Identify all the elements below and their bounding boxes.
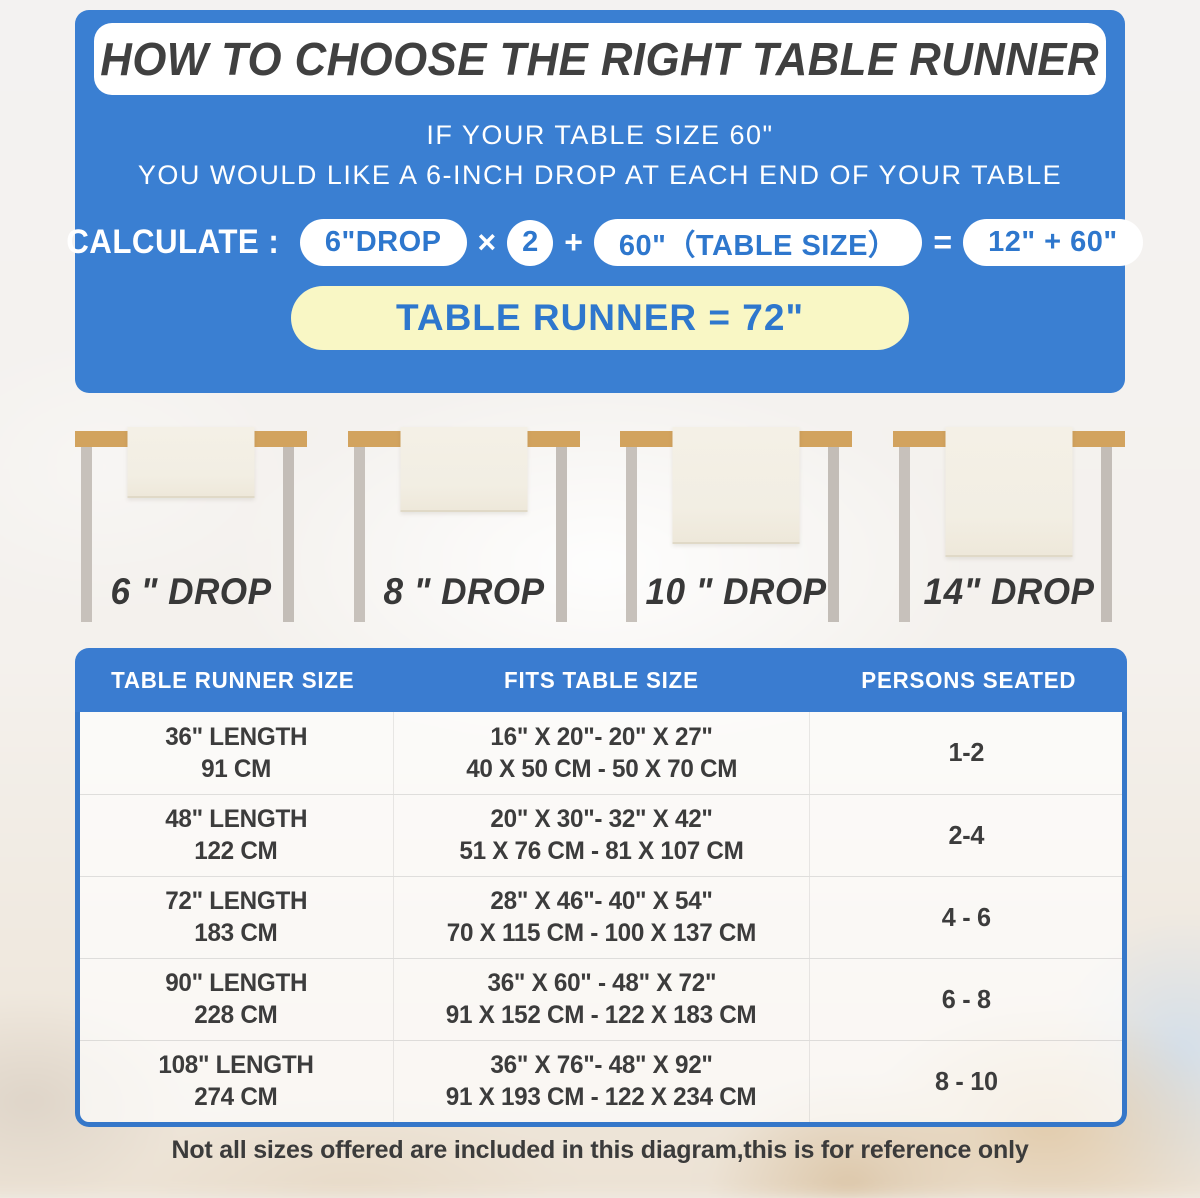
table-row: 36" LENGTH 91 CM 16" X 20"- 20" X 27" 40… [80,712,1122,794]
persons-cell: 2-4 [809,795,1122,876]
hero-panel: HOW TO CHOOSE THE RIGHT TABLE RUNNER IF … [67,10,1143,393]
final-result-pill: TABLE RUNNER = 72" [291,286,909,350]
drop-label: 6 " DROP [110,571,272,612]
runner-length-in: 108" LENGTH [158,1051,314,1080]
calculate-label: CALCULATE : [66,223,280,261]
runner-length-cm: 122 CM [194,837,278,865]
table-leg [898,447,910,622]
persons-cell: 4 - 6 [809,877,1122,958]
drop-figure-10: 10 " DROP [620,424,853,624]
table-leg [283,447,294,622]
runner-length-cm: 91 CM [201,754,272,783]
fits-size-cm: 40 X 50 CM - 50 X 70 CM [466,754,737,783]
fits-size-cm: 70 X 115 CM - 100 X 137 CM [446,919,757,947]
runner-size-cell: 48" LENGTH 122 CM [80,795,393,876]
column-header-persons: PERSONS SEATED [861,666,1077,693]
fits-size-in: 16" X 20"- 20" X 27" [490,722,713,751]
runner-cloth [945,427,1073,557]
drop-figure-6: 6 " DROP [75,424,307,624]
runner-length-in: 36" LENGTH [165,722,308,751]
persons-cell: 6 - 8 [809,959,1122,1040]
title-banner: HOW TO CHOOSE THE RIGHT TABLE RUNNER [94,23,1106,95]
column-header-fits-size: FITS TABLE SIZE [503,666,699,693]
table-leg [626,447,638,622]
fits-size-cell: 36" X 60" - 48" X 72" 91 X 152 CM - 122 … [392,959,810,1040]
table-leg [81,447,92,622]
table-leg [353,447,365,622]
persons-seated: 8 - 10 [934,1065,998,1096]
size-chart-header: TABLE RUNNER SIZE FITS TABLE SIZE PERSON… [75,648,1127,712]
drop-pill: 6"DROP [299,219,467,266]
runner-length-cm: 274 CM [194,1083,278,1111]
drop-label: 8 " DROP [383,571,545,612]
size-chart-body: 36" LENGTH 91 CM 16" X 20"- 20" X 27" 40… [75,712,1127,1127]
drop-label: 10 " DROP [645,571,827,612]
runner-cloth [127,427,255,498]
fits-size-in: 36" X 76"- 48" X 92" [490,1051,713,1080]
runner-length-cm: 183 CM [194,919,278,947]
table-leg [555,447,567,622]
reference-note: Not all sizes offered are included in th… [171,1136,1029,1164]
fits-size-cell: 16" X 20"- 20" X 27" 40 X 50 CM - 50 X 7… [392,712,810,794]
fits-size-cell: 36" X 76"- 48" X 92" 91 X 193 CM - 122 X… [392,1041,810,1122]
fits-size-in: 28" X 46"- 40" X 54" [490,887,713,916]
runner-length-in: 90" LENGTH [165,969,308,998]
persons-cell: 8 - 10 [809,1041,1122,1122]
subtitle-line-1: IF YOUR TABLE SIZE 60" [426,120,774,150]
fits-size-cm: 91 X 152 CM - 122 X 183 CM [446,1001,757,1029]
runner-size-cell: 36" LENGTH 91 CM [80,712,393,794]
table-size-pill: 60"（TABLE SIZE） [593,219,923,266]
page-title: HOW TO CHOOSE THE RIGHT TABLE RUNNER [100,33,1100,85]
plus-operator: + [564,224,583,260]
table-row: 90" LENGTH 228 CM 36" X 60" - 48" X 72" … [80,958,1122,1040]
equals-operator: = [933,224,953,260]
times-operator: × [477,224,497,260]
runner-size-cell: 90" LENGTH 228 CM [80,959,393,1040]
drop-examples: 6 " DROP 8 " DROP 10 " DROP 14" DROP [75,424,1125,624]
multiplier-badge: 2 [507,219,554,266]
persons-seated: 4 - 6 [941,901,991,932]
fits-size-in: 36" X 60" - 48" X 72" [487,969,716,998]
fits-size-cell: 28" X 46"- 40" X 54" 70 X 115 CM - 100 X… [392,877,810,958]
persons-cell: 1-2 [809,712,1122,794]
drop-figure-14: 14" DROP [892,424,1125,624]
persons-seated: 6 - 8 [941,983,991,1014]
table-leg [1100,447,1112,622]
runner-length-in: 72" LENGTH [165,887,308,916]
table-row: 72" LENGTH 183 CM 28" X 46"- 40" X 54" 7… [80,876,1122,958]
persons-seated: 1-2 [948,737,984,768]
subtitle-line-2: YOU WOULD LIKE A 6-INCH DROP AT EACH END… [137,160,1063,190]
table-row: 108" LENGTH 274 CM 36" X 76"- 48" X 92" … [80,1040,1122,1122]
size-chart: TABLE RUNNER SIZE FITS TABLE SIZE PERSON… [75,648,1127,1127]
fits-size-in: 20" X 30"- 32" X 42" [490,805,713,834]
column-header-runner-size: TABLE RUNNER SIZE [111,666,355,693]
runner-size-cell: 108" LENGTH 274 CM [80,1041,393,1122]
calculation-row: CALCULATE : 6"DROP × 2 + 60"（TABLE SIZE）… [57,219,1143,266]
table-leg [828,447,840,622]
runner-length-cm: 228 CM [194,1001,278,1029]
runner-length-in: 48" LENGTH [165,805,308,834]
drop-label: 14" DROP [923,571,1095,612]
runner-size-cell: 72" LENGTH 183 CM [80,877,393,958]
sum-pill: 12" + 60" [963,219,1143,266]
drop-figure-8: 8 " DROP [347,424,580,624]
persons-seated: 2-4 [948,819,984,850]
fits-size-cm: 91 X 193 CM - 122 X 234 CM [446,1083,757,1111]
fits-size-cell: 20" X 30"- 32" X 42" 51 X 76 CM - 81 X 1… [392,795,810,876]
runner-cloth [672,427,800,544]
table-row: 48" LENGTH 122 CM 20" X 30"- 32" X 42" 5… [80,794,1122,876]
fits-size-cm: 51 X 76 CM - 81 X 107 CM [459,837,744,865]
runner-cloth [400,427,528,512]
